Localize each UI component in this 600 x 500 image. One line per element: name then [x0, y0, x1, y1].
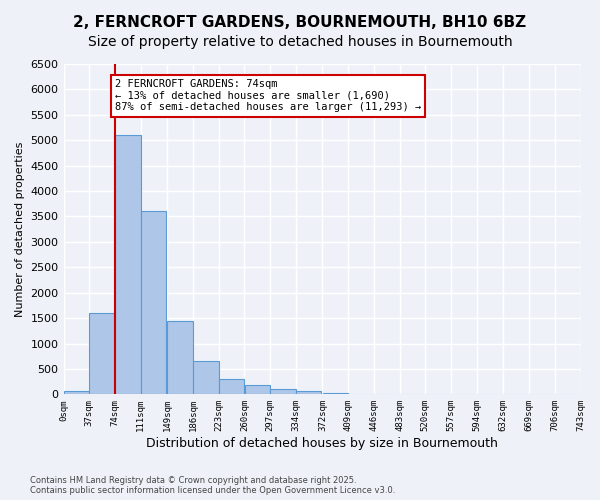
Bar — [64, 390, 89, 394]
Y-axis label: Number of detached properties: Number of detached properties — [15, 142, 25, 317]
Bar — [167, 320, 193, 394]
Text: Contains HM Land Registry data © Crown copyright and database right 2025.
Contai: Contains HM Land Registry data © Crown c… — [30, 476, 395, 495]
Bar — [141, 212, 166, 394]
Bar — [323, 393, 348, 394]
Bar — [219, 379, 244, 394]
Text: 2 FERNCROFT GARDENS: 74sqm
← 13% of detached houses are smaller (1,690)
87% of s: 2 FERNCROFT GARDENS: 74sqm ← 13% of deta… — [115, 79, 421, 112]
Bar — [245, 386, 270, 394]
Text: Size of property relative to detached houses in Bournemouth: Size of property relative to detached ho… — [88, 35, 512, 49]
Text: 2, FERNCROFT GARDENS, BOURNEMOUTH, BH10 6BZ: 2, FERNCROFT GARDENS, BOURNEMOUTH, BH10 … — [73, 15, 527, 30]
X-axis label: Distribution of detached houses by size in Bournemouth: Distribution of detached houses by size … — [146, 437, 498, 450]
Bar — [193, 362, 218, 394]
Bar — [296, 392, 322, 394]
Bar — [115, 135, 140, 394]
Bar — [89, 313, 115, 394]
Bar — [271, 390, 296, 394]
